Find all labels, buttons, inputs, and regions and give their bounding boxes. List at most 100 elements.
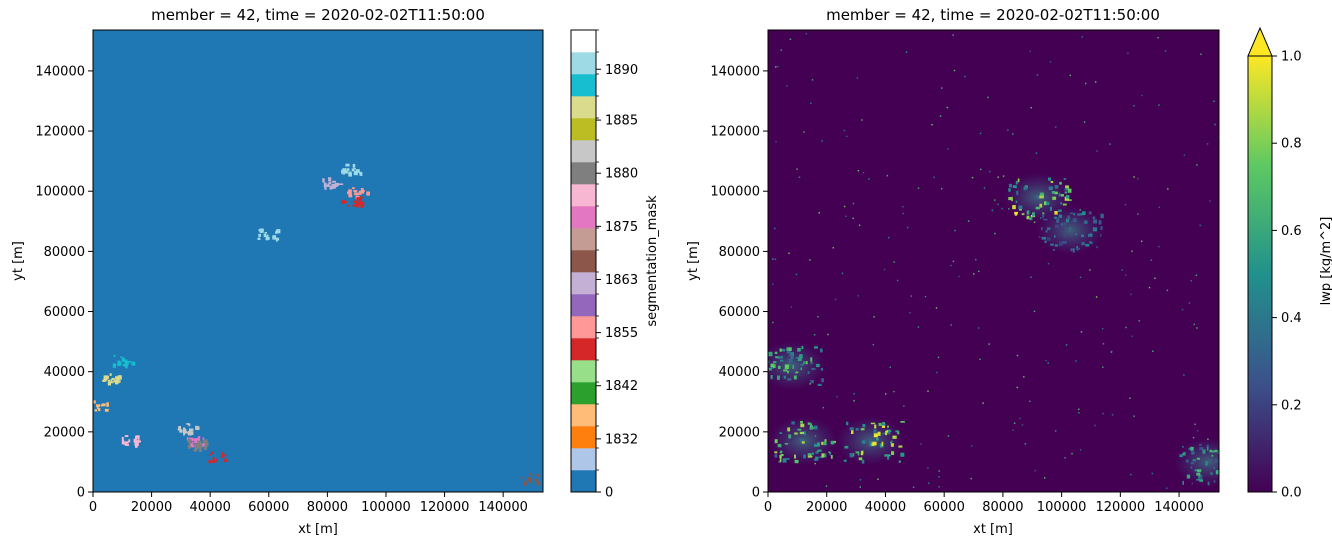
left-plot-area	[93, 30, 543, 492]
colorbar-swatch	[571, 118, 596, 141]
lwp-cloud-cell	[1071, 218, 1076, 221]
lwp-speckle	[858, 224, 861, 226]
segmentation-feature	[116, 380, 121, 383]
segmentation-feature	[263, 234, 266, 237]
segmentation-feature	[275, 229, 279, 234]
lwp-speckle	[1124, 203, 1127, 206]
lwp-cloud-cell	[1044, 240, 1047, 243]
lwp-cloud-cell	[797, 347, 801, 352]
lwp-cloud-cell	[828, 451, 831, 454]
lwp-speckle	[889, 366, 891, 368]
lwp-cloud-cell	[799, 354, 803, 359]
lwp-cloud-cell	[801, 441, 805, 444]
lwp-speckle	[859, 486, 861, 488]
lwp-speckle	[1130, 293, 1132, 296]
lwp-speckle	[952, 34, 954, 36]
lwp-speckle	[928, 482, 930, 484]
left-y-label: yt [m]	[11, 241, 26, 281]
lwp-speckle	[843, 205, 846, 208]
segmentation-feature	[102, 379, 106, 382]
lwp-cloud-cell	[810, 423, 812, 427]
segmentation-feature	[203, 439, 208, 444]
segmentation-feature	[345, 163, 350, 167]
lwp-speckle	[1029, 50, 1031, 52]
lwp-cloud-cell	[1017, 178, 1020, 183]
colorbar-swatch	[571, 272, 596, 295]
x-tick-label: 120000	[1096, 500, 1146, 515]
lwp-speckle	[991, 209, 993, 211]
colorbar-tick-label: 0.4	[1281, 311, 1302, 326]
lwp-colorbar	[1248, 56, 1272, 492]
segmentation-feature	[534, 478, 539, 482]
lwp-cloud-cell	[890, 441, 892, 444]
segmentation-feature	[329, 186, 333, 190]
lwp-speckle	[927, 467, 929, 469]
lwp-cloud-cell	[898, 460, 901, 463]
colorbar-swatch	[571, 338, 596, 361]
right-x-label: xt [m]	[973, 522, 1013, 537]
lwp-speckle	[1049, 61, 1052, 63]
lwp-speckle	[933, 176, 935, 179]
lwp-speckle	[1019, 417, 1021, 420]
lwp-cloud-cell	[890, 443, 894, 447]
lwp-cloud-cell	[779, 451, 782, 454]
lwp-speckle	[862, 171, 865, 174]
lwp-cloud-cell	[1039, 195, 1044, 199]
lwp-speckle	[1152, 350, 1154, 352]
segmentation-feature	[121, 357, 125, 362]
y-tick-label: 0	[752, 486, 760, 501]
lwp-colorbar-label: lwp [kg/m^2]	[1319, 217, 1332, 306]
lwp-speckle	[872, 343, 874, 346]
lwp-cloud-cell	[1059, 214, 1062, 218]
segmentation-feature	[527, 477, 532, 481]
lwp-cloud-cell	[1199, 475, 1202, 480]
lwp-cloud-cell	[849, 453, 854, 458]
lwp-cloud-cell	[1073, 213, 1076, 216]
segmentation-feature	[128, 439, 131, 443]
lwp-cloud-cell	[779, 348, 782, 352]
lwp-cloud-cell	[1064, 188, 1068, 191]
colorbar-tick-label: 0.6	[1281, 224, 1302, 239]
lwp-cloud-cell	[1054, 191, 1058, 195]
segmentation-feature	[200, 445, 203, 448]
lwp-cloud-cell	[800, 420, 803, 424]
segmentation-feature	[221, 452, 224, 457]
lwp-cloud-cell	[813, 458, 819, 461]
lwp-speckle	[975, 258, 977, 261]
lwp-speckle	[979, 358, 981, 360]
lwp-cloud-cell	[881, 441, 884, 447]
segmentation-feature	[203, 445, 207, 450]
lwp-cloud-cell	[1054, 185, 1059, 189]
lwp-cloud-cell	[887, 455, 889, 460]
lwp-speckle	[809, 259, 811, 261]
segmentation-feature	[211, 460, 217, 463]
lwp-cloud-cell	[881, 424, 885, 428]
lwp-cloud-cell	[1067, 215, 1070, 220]
lwp-cloud-cell	[1196, 457, 1201, 460]
lwp-colorbar-extend-arrow	[1247, 26, 1273, 57]
lwp-cloud-cell	[774, 439, 778, 444]
lwp-speckle	[1081, 36, 1083, 38]
segmentation-feature	[208, 460, 212, 464]
colorbar-tick-label: 1.0	[1281, 50, 1302, 65]
lwp-cloud-cell	[811, 452, 815, 455]
lwp-cloud-cell	[790, 354, 794, 359]
lwp-cloud-cell	[1039, 192, 1044, 197]
segmentation-feature	[338, 183, 344, 185]
lwp-speckle	[1016, 354, 1019, 357]
lwp-cloud-cell	[1060, 202, 1062, 205]
lwp-cloud-cell	[1029, 216, 1033, 221]
lwp-cloud-cell	[1012, 205, 1016, 210]
lwp-speckle	[1079, 449, 1082, 451]
lwp-cloud-cell	[874, 424, 877, 429]
lwp-cloud-cell	[800, 367, 802, 370]
lwp-speckle	[811, 79, 814, 81]
colorbar-swatch	[571, 404, 596, 427]
lwp-speckle	[980, 168, 982, 171]
lwp-cloud-cell	[789, 352, 794, 357]
lwp-speckle	[1075, 360, 1077, 362]
lwp-cloud-cell	[788, 434, 792, 439]
lwp-speckle	[786, 85, 788, 87]
lwp-speckle	[772, 321, 774, 324]
lwp-speckle	[917, 326, 920, 328]
